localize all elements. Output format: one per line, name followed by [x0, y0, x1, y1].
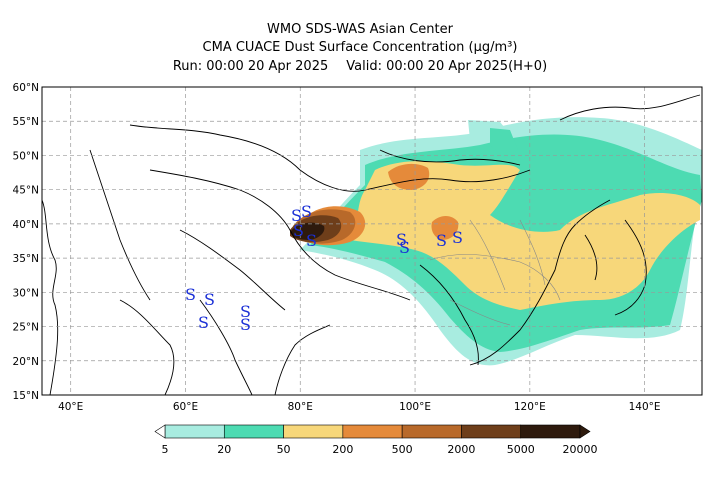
- india-coast: [199, 299, 331, 395]
- lat-tick-label: 50°N: [13, 150, 39, 162]
- run-valid-line: Run: 00:00 20 Apr 2025 Valid: 00:00 20 Ap…: [0, 59, 720, 75]
- colorbar-segment: [401, 424, 462, 439]
- colorbar-right-arrow: [579, 424, 591, 439]
- latitude-labels: 15°N 20°N 25°N 30°N 35°N 40°N 45°N 50°N 55°N 60°N: [13, 82, 39, 402]
- storm-symbol: S: [396, 230, 407, 249]
- storm-symbol: S: [293, 221, 304, 240]
- dust-level-200b: [431, 216, 459, 240]
- boundaries-layer: [42, 94, 701, 395]
- gridlines: [42, 87, 702, 395]
- storm-symbol: S: [240, 315, 251, 334]
- colorbar-level-label: 50: [276, 443, 291, 456]
- storm-symbol: S: [452, 228, 463, 247]
- storm-symbol: S: [399, 238, 410, 257]
- chart-subtitle: CMA CUACE Dust Surface Concentration (µg…: [202, 40, 518, 55]
- country-border-5: [379, 149, 521, 166]
- colorbar-level-label: 200: [332, 443, 354, 456]
- lon-tick-label: 40°E: [58, 401, 83, 413]
- dust-level-5000: [290, 222, 325, 240]
- colorbar-segment: [461, 424, 522, 439]
- coastline-west: [42, 199, 59, 395]
- run-time: Run: 00:00 20 Apr 2025: [172, 59, 329, 74]
- storm-symbol: S: [204, 290, 215, 309]
- storm-symbol: S: [436, 231, 447, 250]
- lat-tick-label: 35°N: [13, 253, 39, 265]
- colorbar-segment: [223, 424, 284, 439]
- longitude-labels: 40°E 60°E 80°E 100°E 120°E 140°E: [58, 401, 661, 413]
- colorbar-level-label: 5000: [506, 443, 535, 456]
- storm-symbol: S: [185, 285, 196, 304]
- storm-symbol: S: [198, 313, 209, 332]
- colorbar: [154, 424, 591, 439]
- arabian-coast: [119, 299, 175, 395]
- country-border-3: [179, 229, 286, 311]
- north-coast: [559, 94, 701, 121]
- lon-tick-label: 100°E: [399, 401, 431, 413]
- lat-tick-label: 55°N: [13, 116, 39, 128]
- colorbar-level-label: 20: [217, 443, 232, 456]
- dust-level-50: [350, 161, 700, 310]
- storm-symbol: S: [291, 206, 302, 225]
- colorbar-segment: [342, 424, 403, 439]
- lat-tick-label: 15°N: [13, 390, 39, 402]
- colorbar-segment: [164, 424, 225, 439]
- storm-symbol: S: [301, 202, 312, 221]
- colorbar-left-arrow: [154, 424, 166, 439]
- dust-level-200a: [388, 163, 430, 190]
- country-border-1: [129, 124, 531, 192]
- valid-time: Valid: 00:00 20 Apr 2025(H+0): [346, 59, 548, 74]
- china-coast: [469, 199, 611, 366]
- colorbar-level-label: 20000: [562, 443, 598, 456]
- dust-storm-symbols: S S S S S S S S S S S S S: [185, 202, 463, 334]
- korea-japan: [584, 219, 647, 316]
- colorbar-level-label: 500: [391, 443, 413, 456]
- lat-tick-label: 30°N: [13, 287, 39, 299]
- storm-symbol: S: [240, 302, 251, 321]
- lon-tick-label: 120°E: [514, 401, 546, 413]
- map-frame: [41, 86, 703, 396]
- colorbar-segment: [520, 424, 581, 439]
- lon-tick-label: 140°E: [629, 401, 661, 413]
- lat-tick-label: 45°N: [13, 185, 39, 197]
- storm-symbol: S: [306, 231, 317, 250]
- lon-tick-label: 60°E: [173, 401, 198, 413]
- country-border-2: [149, 169, 411, 301]
- colorbar-segment: [283, 424, 344, 439]
- lat-tick-label: 40°N: [13, 219, 39, 231]
- chart-title: WMO SDS-WAS Asian Center: [267, 22, 453, 37]
- country-border-6: [89, 149, 151, 301]
- lat-tick-label: 60°N: [13, 82, 39, 94]
- colorbar-level-label: 5: [161, 443, 169, 456]
- dust-level-20b: [490, 128, 518, 158]
- colorbar-level-label: 2000: [447, 443, 476, 456]
- dust-concentration-layer: [290, 117, 702, 366]
- country-border-4: [419, 264, 479, 366]
- lat-tick-label: 20°N: [13, 356, 39, 368]
- lat-tick-label: 25°N: [13, 322, 39, 334]
- province-lines: [429, 219, 561, 326]
- lon-tick-label: 80°E: [288, 401, 313, 413]
